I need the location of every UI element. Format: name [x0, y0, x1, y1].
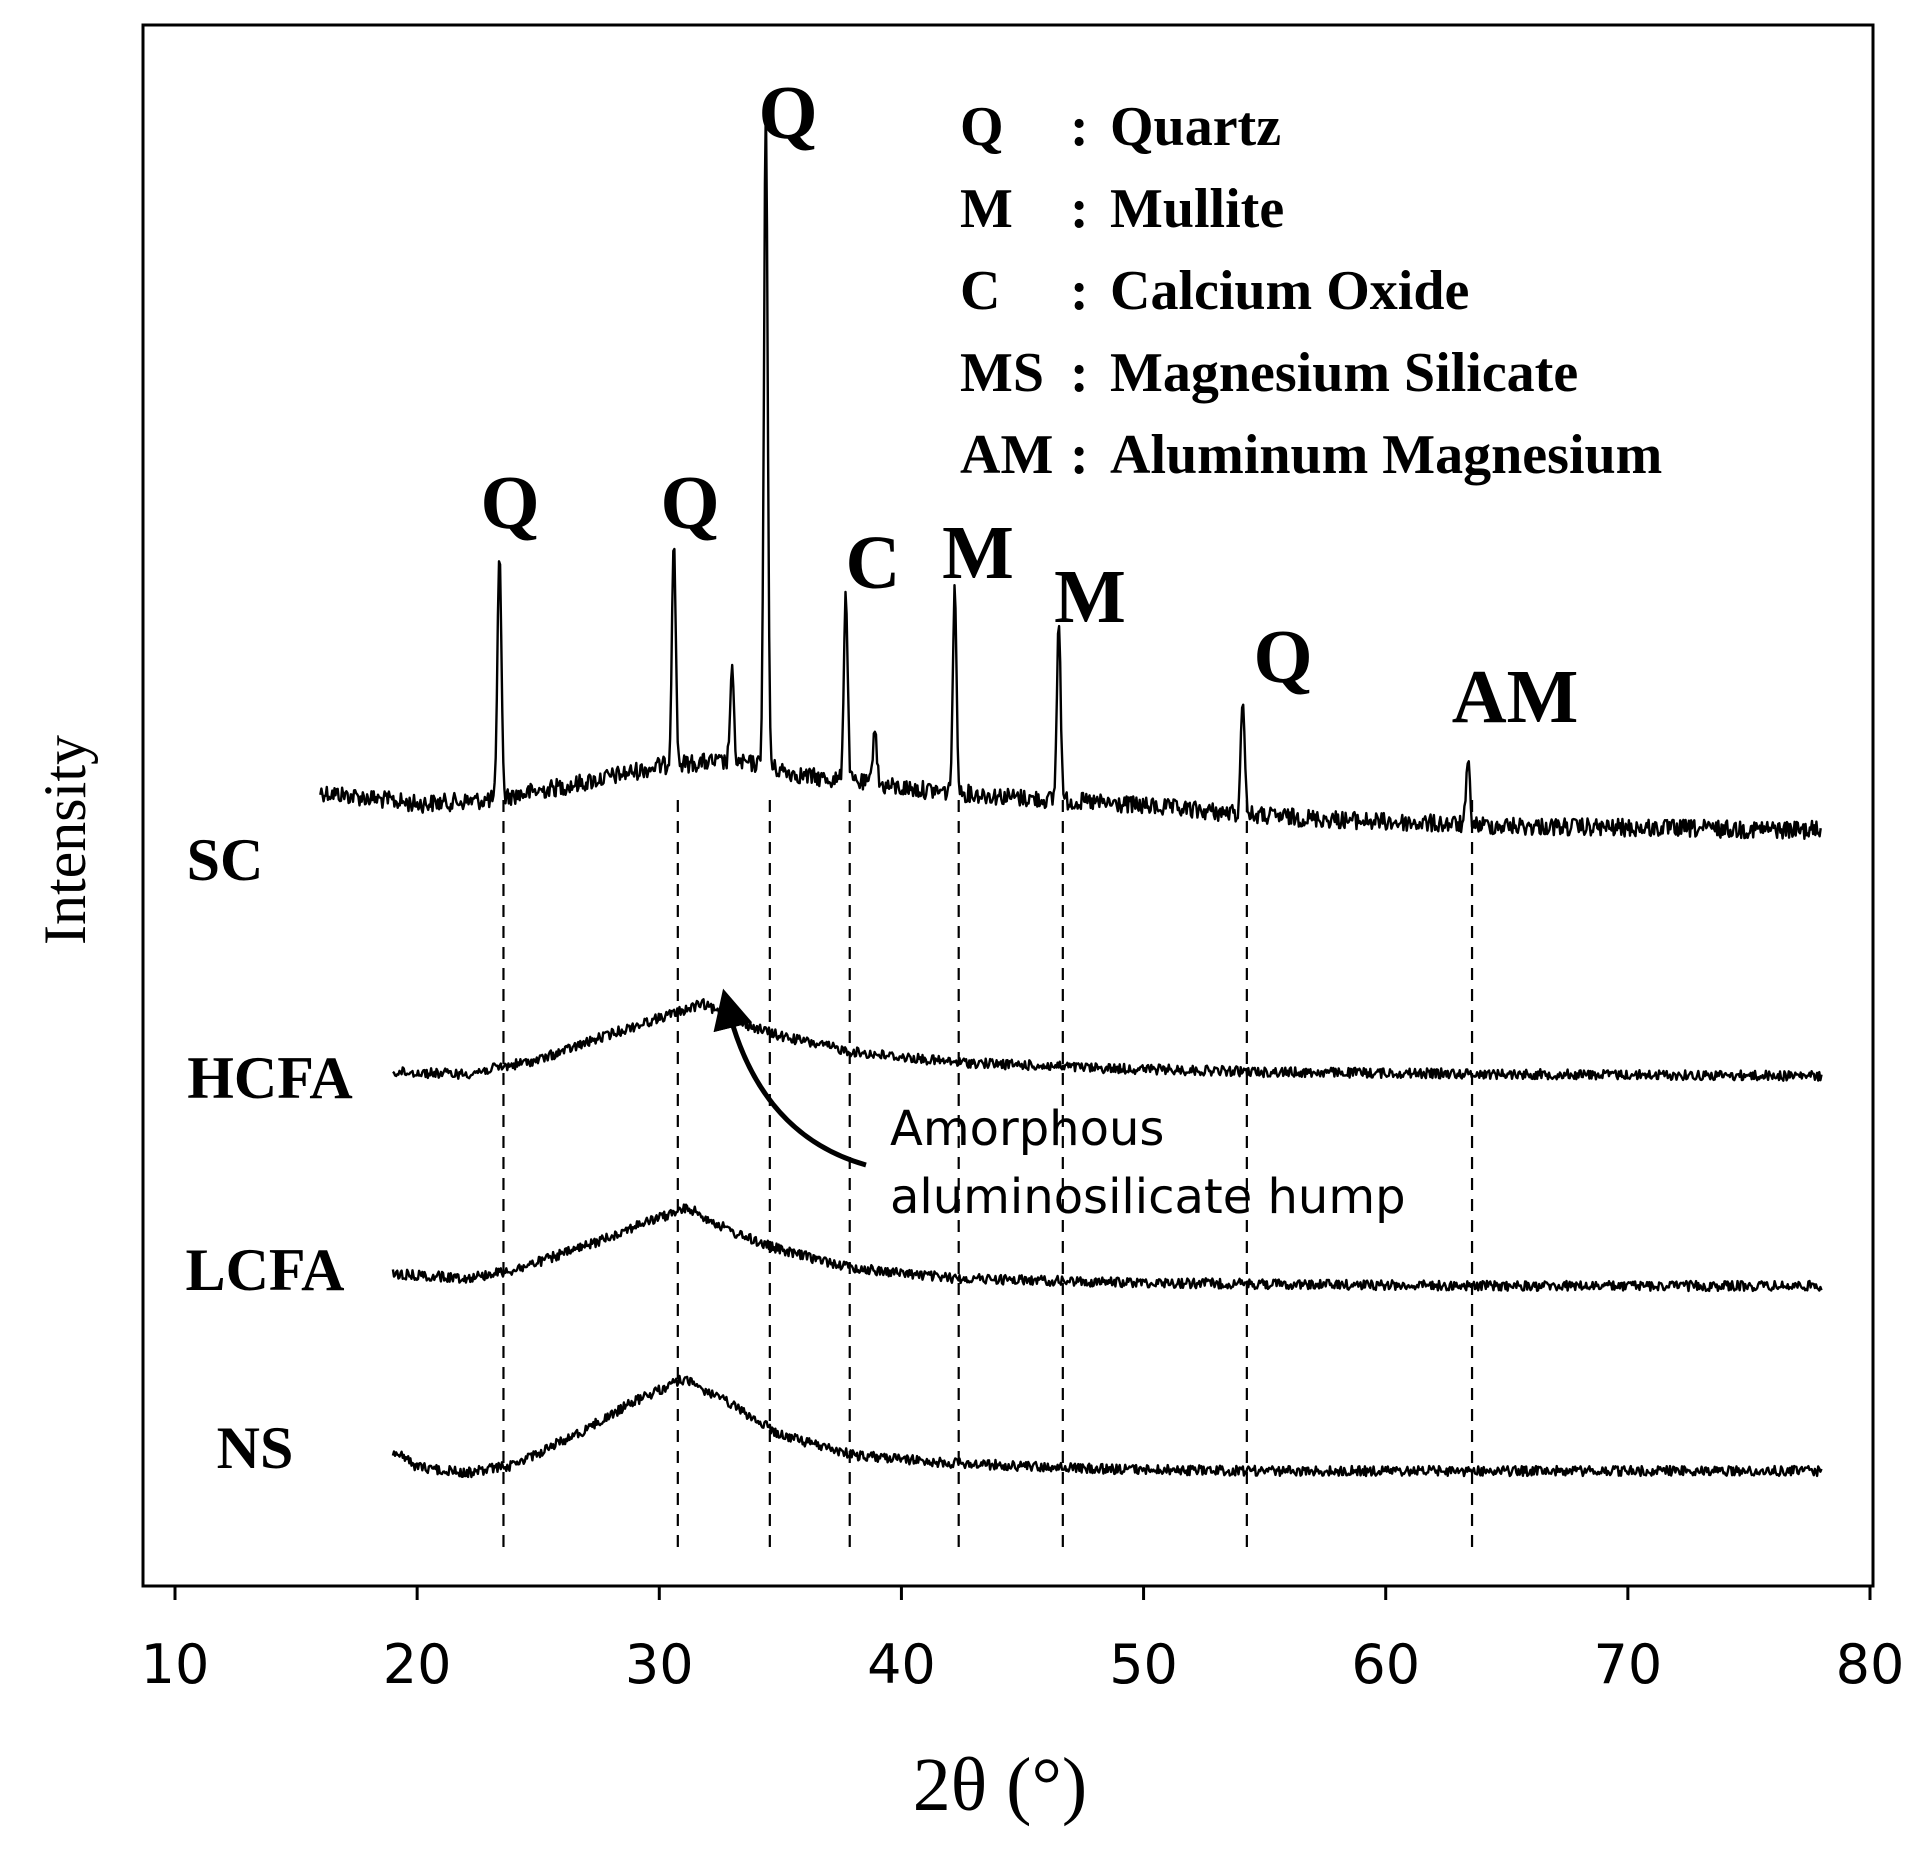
series-line-lcfa: [391, 1203, 1823, 1293]
annotation: Amorphous aluminosilicate hump: [713, 988, 1406, 1225]
legend: Q: Quartz M: Mullite C: Calcium Oxide MS: Magne…: [960, 96, 1662, 486]
series-line-ns: [391, 1374, 1823, 1479]
legend-phase-m: Mullite: [1110, 178, 1284, 240]
legend-code-m: M: [960, 178, 1013, 240]
legend-colon: :: [1070, 424, 1089, 486]
peak-label-m-7: M: [1054, 555, 1126, 639]
annotation-text-line-1: aluminosilicate hump: [890, 1169, 1406, 1225]
x-tick-label-20: 20: [383, 1633, 452, 1696]
series-label-hcfa: HCFA: [187, 1045, 353, 1111]
legend-code-q: Q: [960, 96, 1004, 158]
legend-code-ms: MS: [960, 342, 1044, 404]
legend-phase-c: Calcium Oxide: [1110, 260, 1469, 322]
peak-phase-labels: Q QQC MMQ AM: [480, 71, 1578, 739]
peak-label-q-3: Q: [758, 71, 817, 155]
peak-label-q-8: Q: [1253, 615, 1312, 699]
x-tick-label-80: 80: [1836, 1633, 1905, 1696]
peak-label-am-9: AM: [1452, 655, 1579, 739]
x-tick-label-30: 30: [625, 1633, 694, 1696]
x-tick-label-40: 40: [867, 1633, 936, 1696]
peak-label-c-4: C: [846, 521, 901, 605]
legend-phase-q: Quartz: [1110, 96, 1281, 158]
series-label-sc: SC: [187, 827, 264, 893]
x-tick-label-50: 50: [1109, 1633, 1178, 1696]
legend-colon: :: [1070, 178, 1089, 240]
x-axis: 10 20 30 40 50 60 70 80: [141, 1586, 1905, 1696]
series-group: [319, 99, 1823, 1479]
x-tick-label-10: 10: [141, 1633, 210, 1696]
annotation-arrow: [713, 988, 867, 1168]
x-tick-label-70: 70: [1593, 1633, 1662, 1696]
plot-frame: [141, 23, 1875, 1588]
series-label-lcfa: LCFA: [186, 1237, 345, 1303]
y-axis-title: Intensity: [32, 735, 98, 945]
series-line-sc: [319, 99, 1822, 840]
legend-phase-am: Aluminum Magnesium: [1110, 424, 1662, 486]
legend-phase-ms: Magnesium Silicate: [1110, 342, 1578, 404]
legend-code-c: C: [960, 260, 1000, 322]
series-label-ns: NS: [217, 1415, 294, 1481]
series-labels: SC HCFA LCFA NS: [186, 827, 353, 1481]
legend-colon: :: [1070, 260, 1089, 322]
x-axis-title: 2θ (°): [913, 1743, 1087, 1827]
series-line-hcfa: [392, 998, 1823, 1082]
peak-label-q-1: Q: [660, 461, 719, 545]
legend-code-am: AM: [960, 424, 1053, 486]
annotation-text-line-0: Amorphous: [890, 1101, 1164, 1157]
legend-colon: :: [1070, 96, 1089, 158]
peak-label-m-6: M: [942, 511, 1014, 595]
legend-colon: :: [1070, 342, 1089, 404]
peak-label-q-0: Q: [480, 461, 539, 545]
x-tick-label-60: 60: [1351, 1633, 1420, 1696]
